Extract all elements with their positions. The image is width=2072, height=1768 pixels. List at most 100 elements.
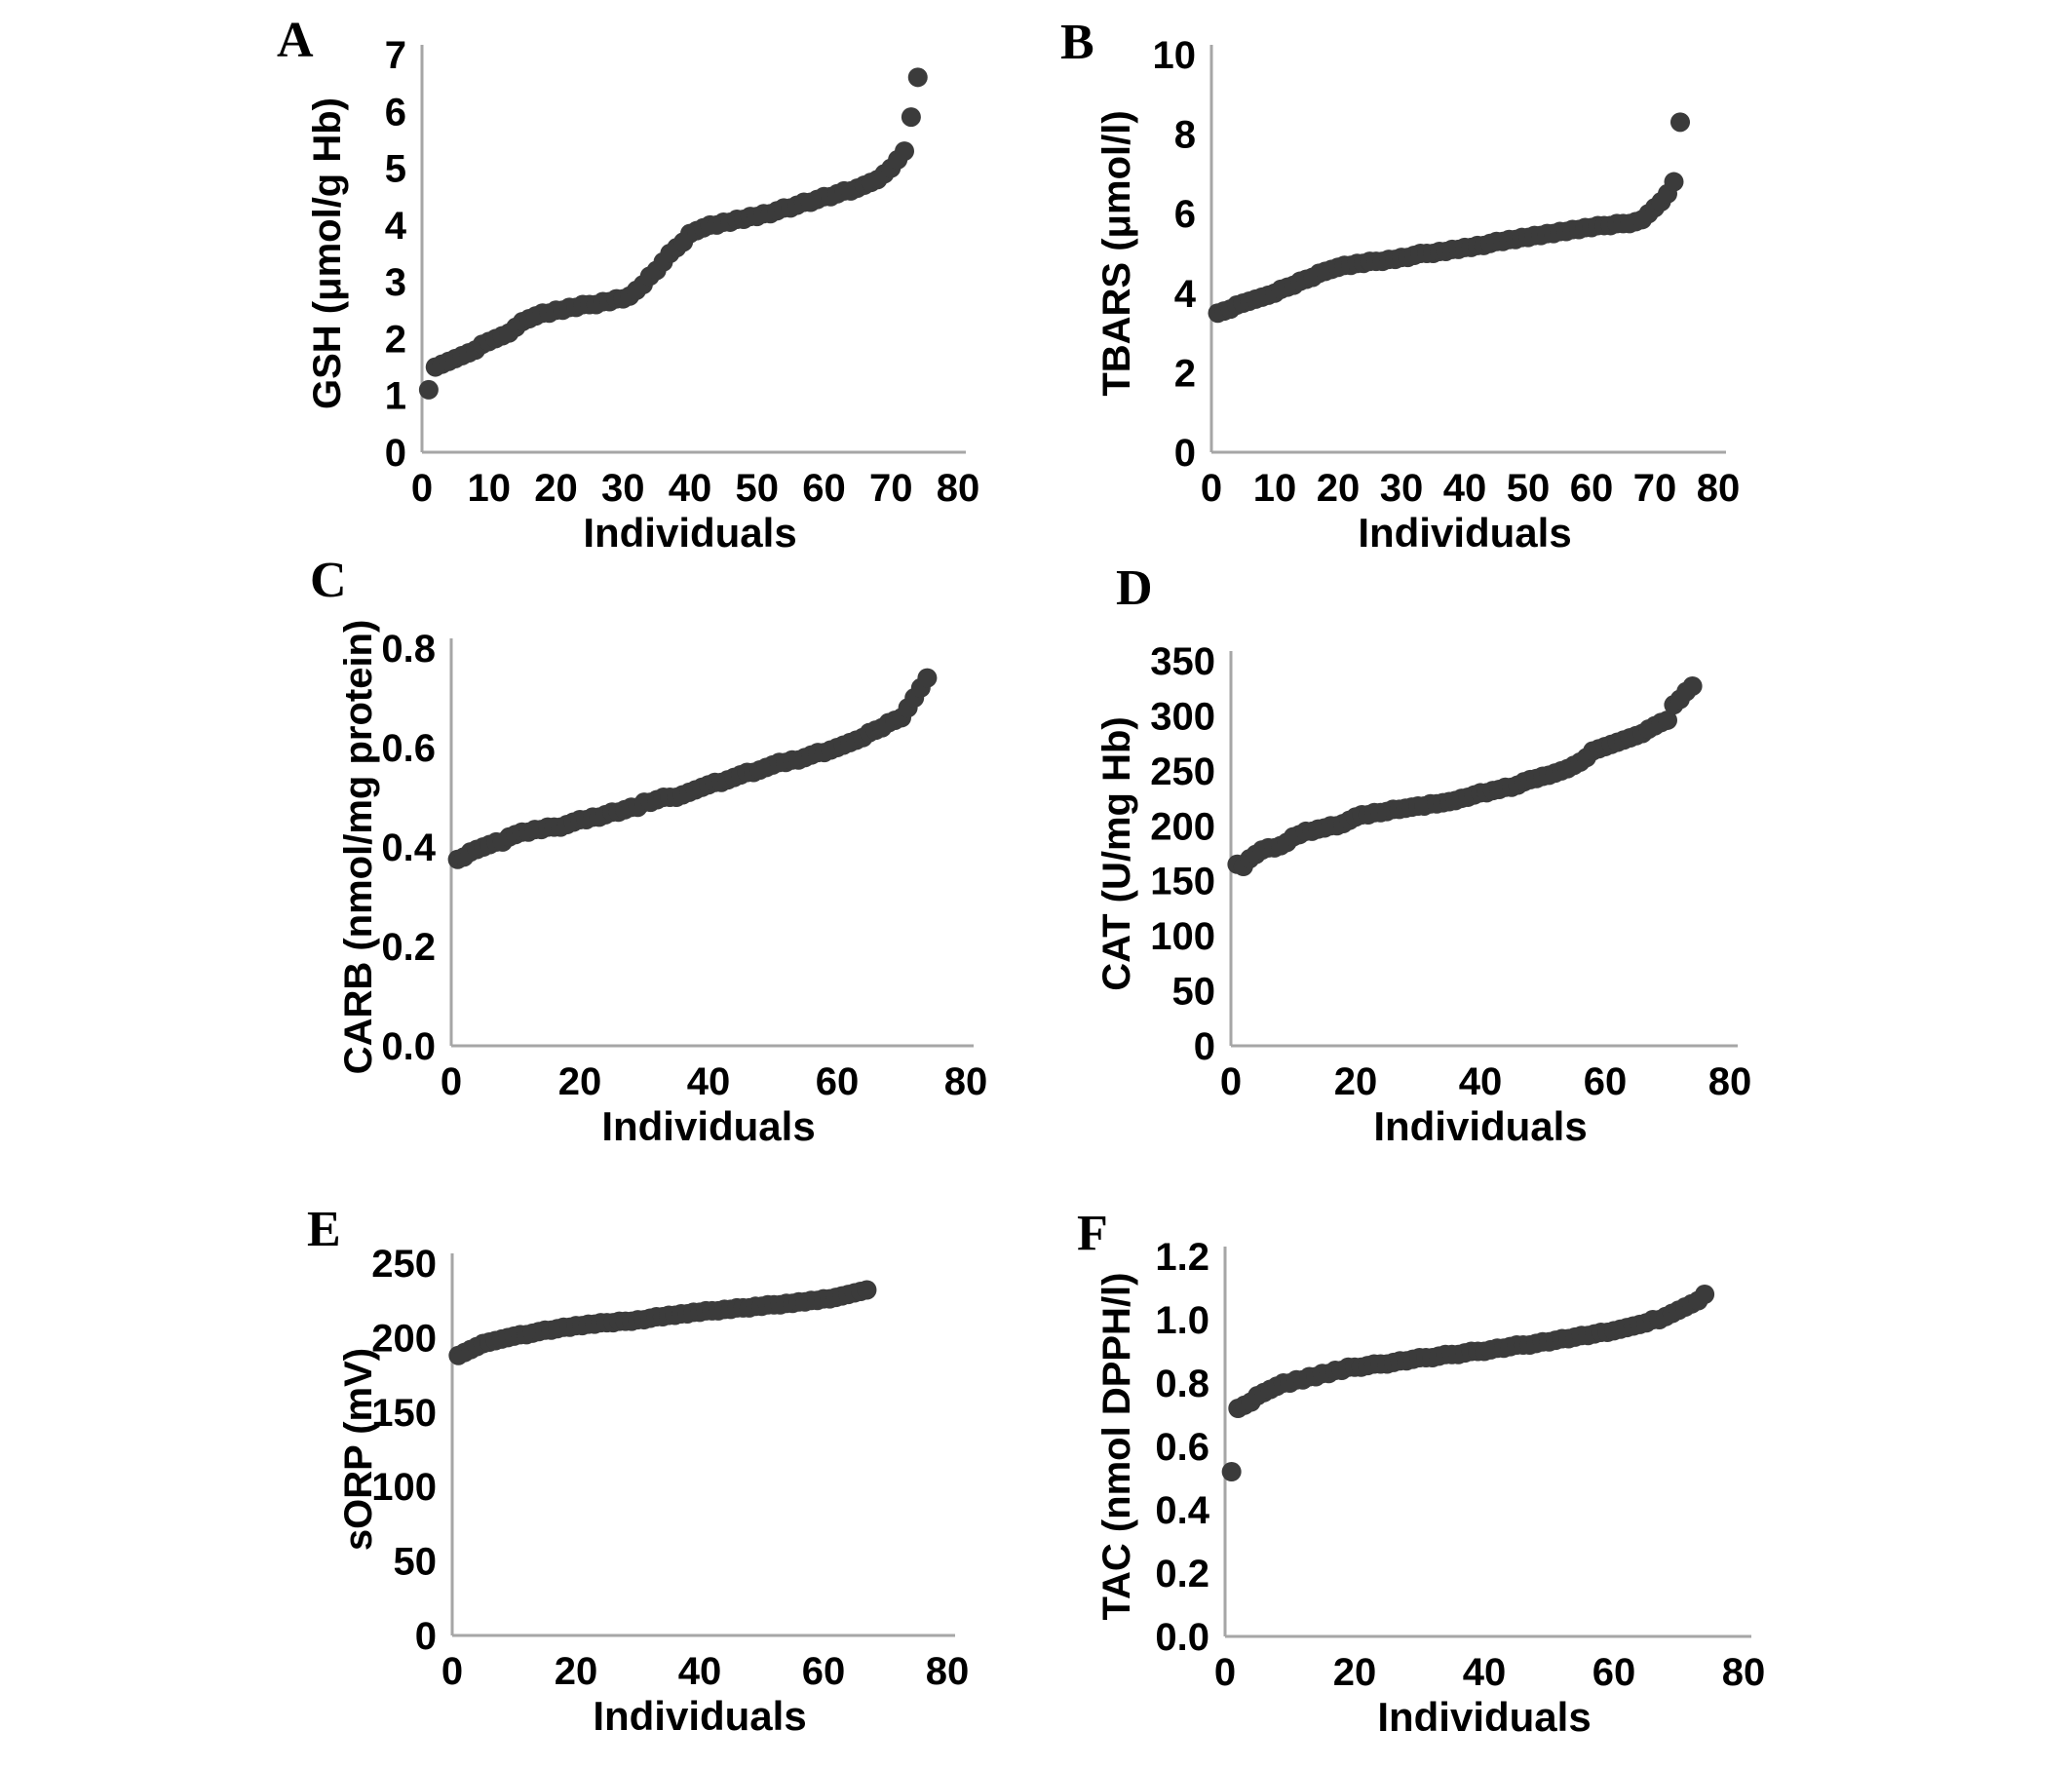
panel-a-x-axis-title: Individuals xyxy=(583,510,797,556)
panel-d-y-tick-label: 300 xyxy=(1150,695,1215,738)
panel-e-y-axis-title: sORP (mV) xyxy=(337,1347,380,1552)
panel-f-data-point xyxy=(1221,1462,1242,1481)
panel-e-y-tick-label: 0 xyxy=(415,1615,437,1658)
panel-d-y-tick-label: 250 xyxy=(1150,750,1215,793)
panel-b-y-tick-label: 10 xyxy=(1153,34,1197,77)
panel-f-y-tick-label: 0.0 xyxy=(1155,1616,1209,1659)
panel-e-x-tick-label: 80 xyxy=(926,1650,970,1693)
panel-e-y-tick-label: 50 xyxy=(394,1541,438,1584)
panel-f-data-point xyxy=(1695,1285,1715,1304)
panel-d-x-tick-label: 40 xyxy=(1459,1060,1503,1103)
panel-e-y-tick-label: 200 xyxy=(371,1317,437,1360)
panel-d-y-tick-label: 0 xyxy=(1194,1025,1215,1068)
panel-b-x-tick-label: 40 xyxy=(1443,467,1487,510)
panel-d-letter: D xyxy=(1116,560,1153,616)
panel-e-y-tick-label: 100 xyxy=(371,1466,437,1509)
panel-f-x-tick-label: 0 xyxy=(1214,1651,1236,1694)
panel-c-x-tick-label: 20 xyxy=(558,1060,602,1103)
panel-b-x-tick-label: 10 xyxy=(1253,467,1297,510)
panel-e-x-tick-label: 20 xyxy=(555,1650,598,1693)
panel-d-x-tick-label: 60 xyxy=(1584,1060,1628,1103)
panel-e-letter: E xyxy=(307,1202,341,1257)
panel-d-y-tick-label: 350 xyxy=(1150,640,1215,683)
panel-f-letter: F xyxy=(1077,1206,1108,1261)
panel-e-x-tick-label: 40 xyxy=(678,1650,722,1693)
panel-b-y-axis-title: TBARS (μmol/l) xyxy=(1095,110,1138,397)
panel-e-x-axis-title: Individuals xyxy=(593,1693,807,1739)
panel-b-x-tick-label: 60 xyxy=(1570,467,1614,510)
panel-a-data-point xyxy=(418,379,439,400)
panel-a-x-tick-label: 60 xyxy=(802,467,846,510)
panel-f-x-tick-label: 20 xyxy=(1333,1651,1377,1694)
panel-c-y-tick-label: 0.2 xyxy=(381,926,436,969)
panel-a-data-point xyxy=(901,107,921,128)
panel-b-data-point xyxy=(1664,172,1684,192)
panel-c-y-axis-title: CARB (nmol/mg protein) xyxy=(337,619,380,1075)
panel-e-x-tick-label: 0 xyxy=(441,1650,463,1693)
panel-d-x-tick-label: 80 xyxy=(1708,1060,1752,1103)
panel-b-y-tick-label: 2 xyxy=(1174,352,1196,395)
panel-f-x-axis-title: Individuals xyxy=(1377,1694,1592,1740)
panel-a-y-tick-label: 4 xyxy=(385,205,407,248)
panel-a-x-tick-label: 80 xyxy=(937,467,980,510)
panel-a-data-point xyxy=(895,141,914,162)
panel-a-data-point xyxy=(907,67,928,88)
panel-d-x-axis-title: Individuals xyxy=(1373,1103,1588,1149)
panel-b-x-tick-label: 80 xyxy=(1697,467,1741,510)
panel-f-y-tick-label: 0.6 xyxy=(1155,1426,1209,1469)
panel-c-x-tick-label: 80 xyxy=(944,1060,988,1103)
panel-d-y-tick-label: 50 xyxy=(1172,971,1216,1014)
panel-a-x-tick-label: 10 xyxy=(468,467,512,510)
panel-a-x-tick-label: 70 xyxy=(869,467,913,510)
panel-b-data-point xyxy=(1670,112,1690,133)
panel-b-y-tick-label: 4 xyxy=(1174,273,1197,316)
panel-f-y-tick-label: 1.0 xyxy=(1155,1299,1209,1342)
panel-c-data-point xyxy=(917,668,938,688)
panel-f-y-tick-label: 0.2 xyxy=(1155,1553,1209,1595)
panel-d-y-tick-label: 100 xyxy=(1150,915,1215,958)
panel-b-y-tick-label: 0 xyxy=(1174,432,1196,475)
panel-b-x-tick-label: 20 xyxy=(1317,467,1361,510)
panel-f-x-tick-label: 40 xyxy=(1463,1651,1507,1694)
panel-f-x-tick-label: 60 xyxy=(1592,1651,1636,1694)
panel-a-y-tick-label: 6 xyxy=(385,91,406,134)
panel-b-y-tick-label: 8 xyxy=(1174,114,1196,157)
panel-a-y-tick-label: 1 xyxy=(385,375,406,418)
panel-b-y-tick-label: 6 xyxy=(1174,193,1196,236)
panel-c-y-tick-label: 0.4 xyxy=(381,826,436,869)
panel-c-y-tick-label: 0.8 xyxy=(381,628,436,671)
panel-b-letter: B xyxy=(1060,15,1094,70)
panel-e-y-tick-label: 150 xyxy=(371,1392,437,1435)
panel-a-y-axis-title: GSH (μmol/g Hb) xyxy=(306,97,349,409)
panel-c-x-tick-label: 60 xyxy=(816,1060,860,1103)
panel-b-x-tick-label: 30 xyxy=(1380,467,1424,510)
panel-f-y-axis-title: TAC (nmol DPPH/l) xyxy=(1095,1272,1138,1621)
panel-a-y-tick-label: 2 xyxy=(385,318,406,361)
panel-a-x-tick-label: 40 xyxy=(669,467,712,510)
panel-a-x-tick-label: 0 xyxy=(411,467,433,510)
panel-a-y-tick-label: 0 xyxy=(385,432,406,475)
panel-b-x-tick-label: 50 xyxy=(1507,467,1551,510)
panel-c-x-tick-label: 0 xyxy=(441,1060,462,1103)
panel-d-x-tick-label: 20 xyxy=(1334,1060,1378,1103)
panel-c-x-tick-label: 40 xyxy=(687,1060,731,1103)
panel-c-y-tick-label: 0.0 xyxy=(381,1025,436,1068)
panel-c-letter: C xyxy=(310,553,347,608)
panel-b-x-tick-label: 0 xyxy=(1201,467,1222,510)
panel-f-y-tick-label: 1.2 xyxy=(1155,1236,1209,1279)
panel-e-data-point xyxy=(857,1280,877,1300)
panel-f-y-tick-label: 0.4 xyxy=(1155,1489,1209,1532)
panel-a-x-tick-label: 50 xyxy=(736,467,780,510)
panel-f-y-tick-label: 0.8 xyxy=(1155,1363,1209,1405)
panel-c-x-axis-title: Individuals xyxy=(601,1103,816,1149)
panel-a-letter: A xyxy=(277,13,314,68)
panel-e-x-tick-label: 60 xyxy=(802,1650,846,1693)
panel-a-y-tick-label: 7 xyxy=(385,34,406,77)
panel-d-data-point xyxy=(1682,675,1703,696)
panel-b-x-tick-label: 70 xyxy=(1633,467,1677,510)
panel-b-x-axis-title: Individuals xyxy=(1358,510,1572,556)
panel-a-x-tick-label: 20 xyxy=(534,467,578,510)
panel-e-y-tick-label: 250 xyxy=(371,1243,437,1286)
panel-d-y-axis-title: CAT (U/mg Hb) xyxy=(1095,715,1138,991)
